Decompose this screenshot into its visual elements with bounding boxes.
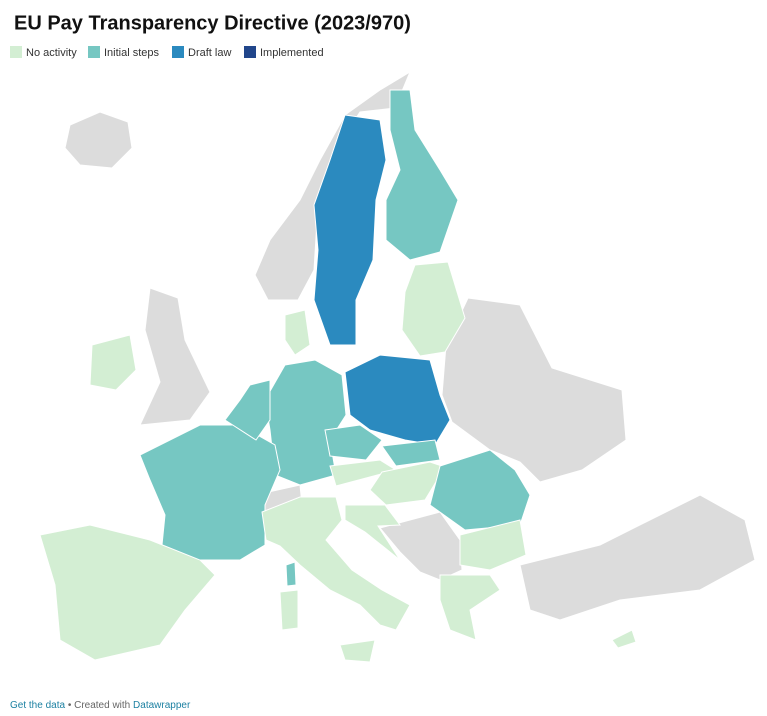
country xyxy=(279,589,299,631)
country xyxy=(459,519,527,571)
legend-label: Initial steps xyxy=(104,47,160,59)
legend-label: Draft law xyxy=(188,47,231,59)
country xyxy=(324,424,383,461)
legend-swatch xyxy=(10,46,22,58)
country xyxy=(224,379,271,441)
country xyxy=(139,287,211,426)
footer-brand[interactable]: Datawrapper xyxy=(133,700,191,711)
country xyxy=(284,309,311,356)
country xyxy=(439,574,501,641)
country xyxy=(344,504,401,561)
country xyxy=(385,89,459,261)
legend-swatch xyxy=(244,46,256,58)
countries xyxy=(39,70,756,663)
country xyxy=(261,496,411,663)
country xyxy=(344,354,451,446)
country xyxy=(64,111,133,169)
legend-swatch xyxy=(88,46,100,58)
country xyxy=(429,449,531,531)
country xyxy=(611,629,637,649)
country xyxy=(381,439,441,467)
country xyxy=(441,297,627,483)
title: EU Pay Transparency Directive (2023/970) xyxy=(14,12,411,34)
legend-label: No activity xyxy=(26,47,77,59)
country xyxy=(369,461,446,506)
country xyxy=(39,524,216,661)
footer-separator: • Created with xyxy=(65,700,133,711)
legend-swatch xyxy=(172,46,184,58)
legend-label: Implemented xyxy=(260,47,324,59)
country xyxy=(379,494,756,621)
country xyxy=(89,334,137,391)
footer-link[interactable]: Get the data xyxy=(10,700,65,711)
country xyxy=(401,261,466,357)
legend: No activity Initial steps Draft law Impleme… xyxy=(10,46,324,59)
country xyxy=(313,114,387,346)
country xyxy=(285,561,297,587)
footer: Get the data • Created with Datawrapper xyxy=(10,700,191,711)
